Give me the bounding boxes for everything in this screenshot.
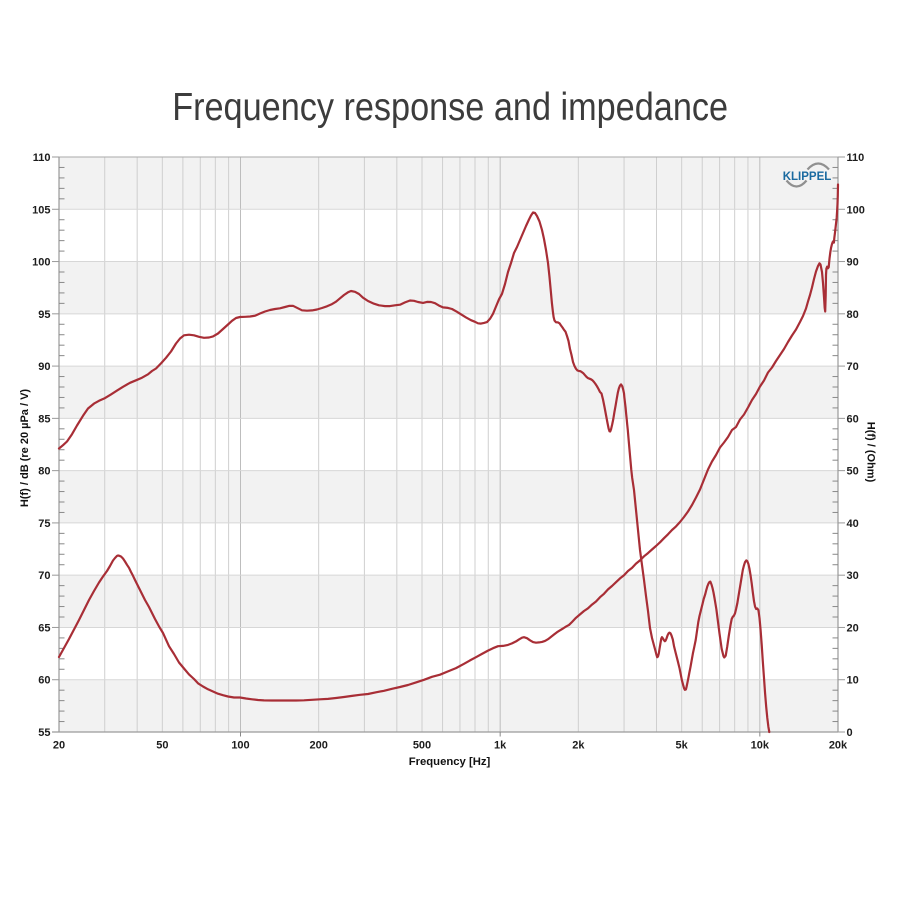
svg-text:70: 70 — [847, 361, 859, 373]
svg-text:50: 50 — [847, 466, 859, 478]
svg-text:65: 65 — [38, 622, 50, 634]
svg-text:0: 0 — [847, 727, 853, 739]
svg-text:70: 70 — [38, 570, 50, 582]
svg-text:50: 50 — [156, 740, 168, 752]
svg-text:20: 20 — [847, 622, 859, 634]
svg-text:1k: 1k — [494, 740, 507, 752]
svg-text:H(f) / (Ohm): H(f) / (Ohm) — [865, 422, 877, 483]
svg-text:Frequency [Hz]: Frequency [Hz] — [409, 756, 491, 768]
svg-text:100: 100 — [231, 740, 249, 752]
svg-text:60: 60 — [847, 413, 859, 425]
svg-text:100: 100 — [847, 204, 865, 216]
svg-text:60: 60 — [38, 675, 50, 687]
svg-text:90: 90 — [847, 257, 859, 269]
svg-text:H(f) / dB (re 20 µPa / V): H(f) / dB (re 20 µPa / V) — [19, 389, 31, 508]
svg-text:110: 110 — [847, 152, 865, 164]
svg-text:10k: 10k — [751, 740, 770, 752]
svg-text:110: 110 — [33, 152, 51, 164]
svg-text:90: 90 — [38, 361, 50, 373]
svg-text:200: 200 — [309, 740, 327, 752]
svg-text:KLIPPEL: KLIPPEL — [783, 171, 832, 183]
svg-text:80: 80 — [38, 466, 50, 478]
svg-text:500: 500 — [413, 740, 431, 752]
svg-text:85: 85 — [38, 413, 50, 425]
svg-text:20: 20 — [53, 740, 65, 752]
svg-text:20k: 20k — [829, 740, 848, 752]
svg-text:95: 95 — [38, 309, 50, 321]
svg-text:2k: 2k — [572, 740, 585, 752]
svg-text:40: 40 — [847, 518, 859, 530]
svg-text:5k: 5k — [676, 740, 689, 752]
svg-text:80: 80 — [847, 309, 859, 321]
svg-text:55: 55 — [38, 727, 50, 739]
svg-text:75: 75 — [38, 518, 50, 530]
svg-text:30: 30 — [847, 570, 859, 582]
svg-text:10: 10 — [847, 675, 859, 687]
svg-text:100: 100 — [32, 257, 50, 269]
svg-text:105: 105 — [32, 204, 50, 216]
